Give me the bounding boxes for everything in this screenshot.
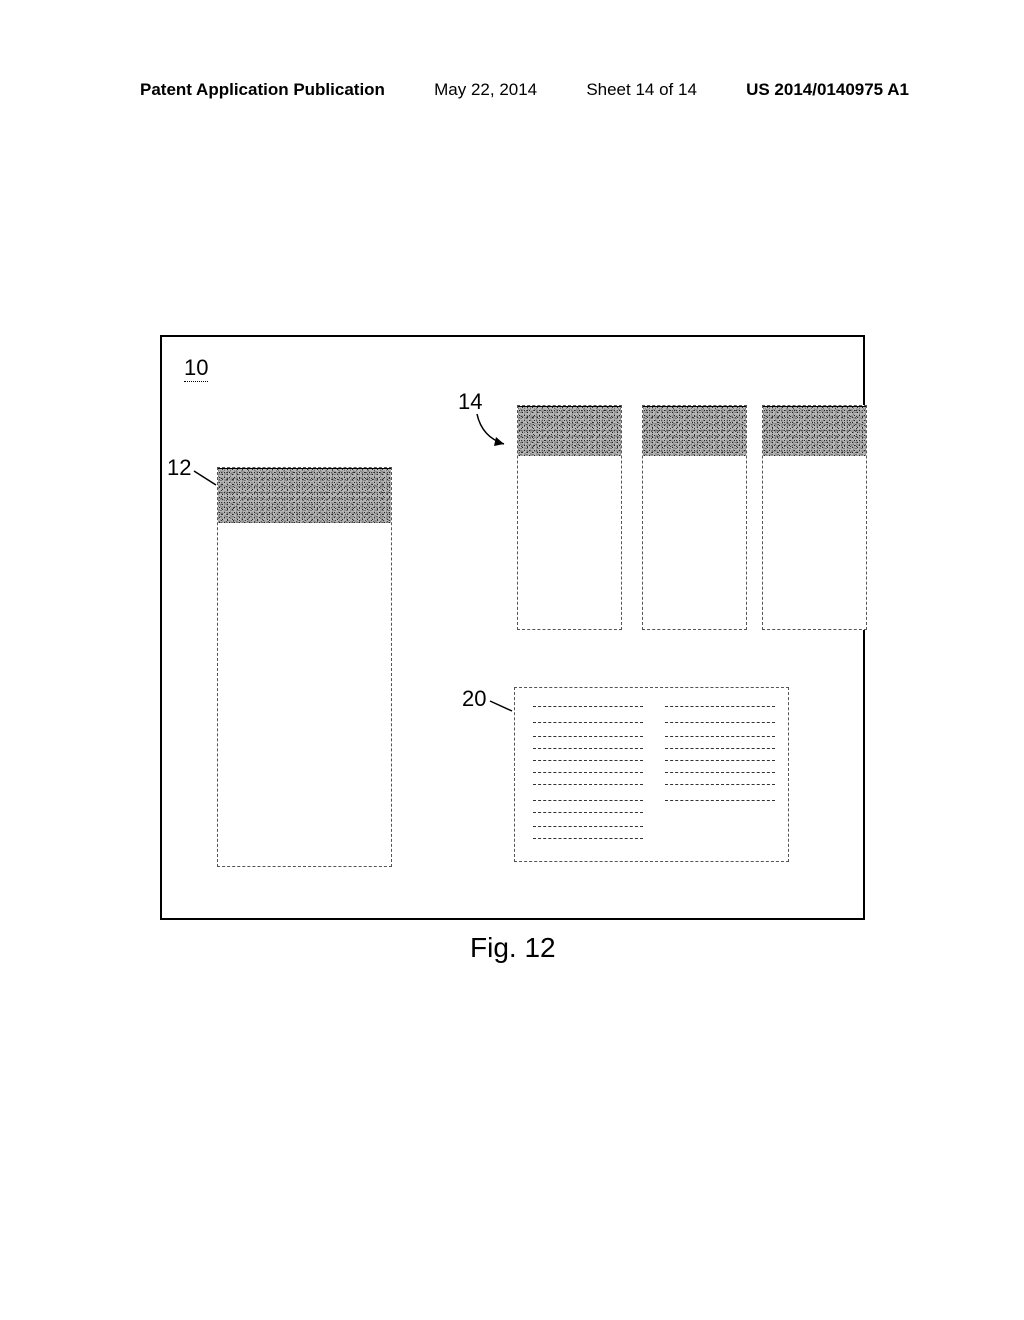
text-line — [533, 706, 643, 707]
text-line — [665, 800, 775, 801]
small-panel-1-header — [518, 406, 621, 456]
small-panel-3-header — [763, 406, 866, 456]
ref-label-20: 20 — [462, 686, 486, 712]
text-line — [665, 706, 775, 707]
figure-frame: 10 12 14 20 — [160, 335, 865, 920]
large-panel — [217, 467, 392, 867]
text-line — [665, 748, 775, 749]
text-line — [533, 812, 643, 813]
text-line — [533, 826, 643, 827]
sheet-number: Sheet 14 of 14 — [586, 80, 697, 100]
small-panel-2 — [642, 405, 747, 630]
text-line — [665, 784, 775, 785]
text-line — [665, 760, 775, 761]
leader-12 — [192, 469, 220, 487]
text-line — [665, 736, 775, 737]
publication-label: Patent Application Publication — [140, 80, 385, 100]
text-line — [533, 784, 643, 785]
text-line — [533, 772, 643, 773]
small-panel-1 — [517, 405, 622, 630]
ref-label-10-text: 10 — [184, 355, 208, 382]
textbox-20 — [514, 687, 789, 862]
text-line — [533, 800, 643, 801]
text-line — [665, 722, 775, 723]
text-line — [665, 772, 775, 773]
ref-label-10: 10 — [184, 355, 208, 381]
small-panel-3 — [762, 405, 867, 630]
publication-number: US 2014/0140975 A1 — [746, 80, 909, 100]
text-line — [533, 748, 643, 749]
publication-date: May 22, 2014 — [434, 80, 537, 100]
page-header: Patent Application Publication May 22, 2… — [140, 80, 909, 100]
leader-14-arrow — [472, 412, 517, 452]
text-line — [533, 760, 643, 761]
text-line — [533, 722, 643, 723]
small-panel-2-header — [643, 406, 746, 456]
figure-caption: Fig. 12 — [470, 932, 556, 964]
text-line — [533, 736, 643, 737]
leader-20 — [488, 699, 516, 715]
text-line — [533, 838, 643, 839]
large-panel-header — [218, 468, 391, 523]
ref-label-12: 12 — [167, 455, 191, 481]
